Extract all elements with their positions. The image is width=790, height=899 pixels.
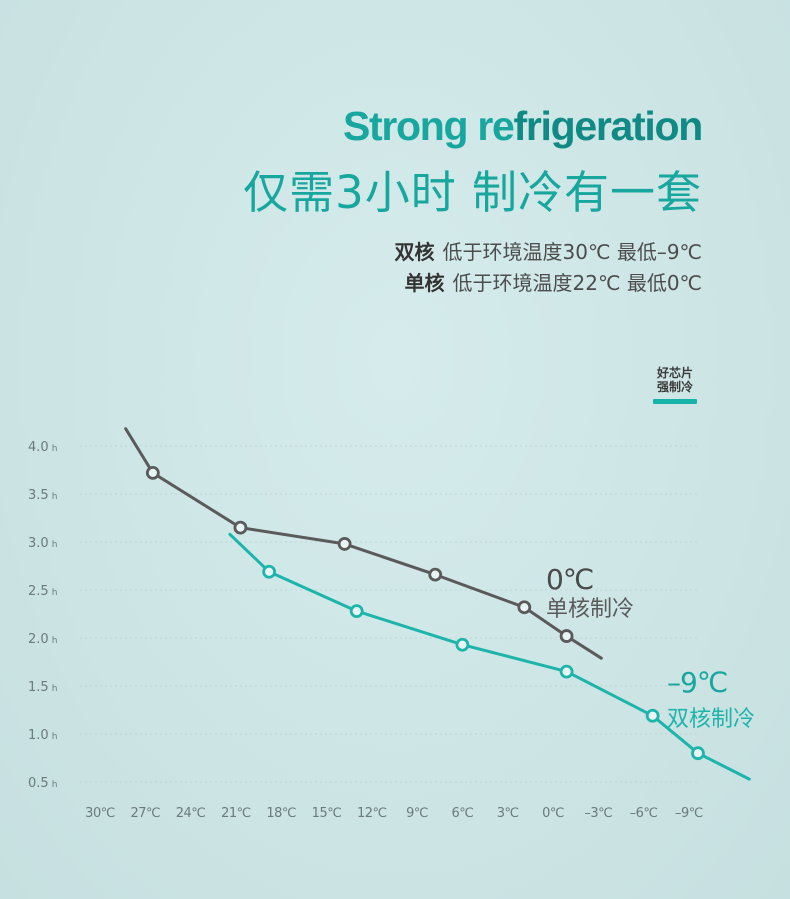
x-tick-label: 21℃ — [221, 806, 251, 821]
y-tick-unit: h — [52, 732, 58, 742]
y-tick-value: 4.0 — [28, 440, 49, 455]
y-tick-value: 0.5 — [28, 776, 49, 791]
x-tick-label: 18℃ — [266, 806, 296, 821]
x-tick-label: –6℃ — [630, 806, 658, 821]
single-core-series-name: 单核制冷 — [546, 597, 634, 622]
title-chinese: 仅需3小时 制冷有一套 — [243, 166, 702, 219]
x-tick-label: 30℃ — [85, 806, 115, 821]
y-tick-value: 2.0 — [28, 632, 49, 647]
y-tick-label: 2.5 h — [28, 584, 57, 599]
series-line-dual-core — [228, 532, 751, 781]
badge-underline — [653, 399, 697, 404]
data-point — [559, 664, 574, 679]
y-tick-unit: h — [52, 492, 58, 502]
data-point — [428, 567, 443, 582]
y-tick-label: 3.5 h — [28, 488, 57, 503]
spec-single-core-label: 单核 — [404, 271, 445, 295]
data-point — [455, 637, 470, 652]
series-line-single-core — [124, 427, 603, 660]
title-english-part-a: Strong re — [343, 103, 515, 149]
data-point — [145, 465, 160, 480]
y-tick-label: 2.0 h — [28, 632, 57, 647]
x-tick-label: 15℃ — [312, 806, 342, 821]
spec-dual-core-text: 低于环境温度30℃ 最低–9℃ — [442, 240, 702, 264]
data-point — [337, 537, 352, 551]
y-tick-value: 3.0 — [28, 536, 49, 551]
badge-line-1: 好芯片 — [656, 366, 693, 380]
spec-single-core-text: 低于环境温度22℃ 最低0℃ — [452, 271, 702, 295]
spec-dual-core-label: 双核 — [394, 240, 435, 264]
y-tick-unit: h — [52, 540, 58, 550]
y-tick-label: 0.5 h — [28, 776, 57, 791]
data-point — [691, 746, 705, 761]
title-english: Strong refrigeration — [343, 103, 704, 150]
y-tick-value: 3.5 — [28, 488, 49, 503]
y-tick-unit: h — [52, 444, 58, 454]
data-point — [559, 629, 574, 643]
x-tick-label: 6℃ — [451, 806, 473, 821]
y-tick-value: 2.5 — [28, 584, 49, 599]
x-tick-label: –3℃ — [584, 806, 612, 821]
single-core-temp-label: 0℃ — [546, 563, 593, 596]
y-tick-label: 1.5 h — [28, 680, 57, 695]
data-point — [349, 604, 364, 619]
x-tick-label: 24℃ — [176, 806, 206, 821]
badge-line-2: 强制冷 — [656, 380, 693, 394]
x-tick-label: –9℃ — [675, 806, 703, 821]
x-tick-label: 27℃ — [130, 806, 160, 821]
x-tick-label: 0℃ — [542, 806, 564, 821]
y-tick-label: 1.0 h — [28, 728, 57, 743]
data-point — [645, 708, 660, 723]
good-chip-badge: 好芯片 强制冷 — [650, 366, 700, 404]
y-tick-unit: h — [52, 588, 58, 598]
x-tick-label: 12℃ — [357, 806, 387, 821]
data-point — [517, 600, 532, 615]
data-point — [262, 564, 277, 579]
y-tick-value: 1.5 — [28, 680, 49, 695]
y-tick-unit: h — [52, 780, 58, 790]
spec-single-core: 单核 低于环境温度22℃ 最低0℃ — [405, 267, 702, 296]
x-tick-label: 9℃ — [406, 806, 428, 821]
y-tick-unit: h — [52, 636, 58, 646]
y-tick-value: 1.0 — [28, 728, 49, 743]
y-tick-label: 4.0 h — [28, 440, 57, 455]
data-point — [233, 520, 248, 535]
spec-dual-core: 双核 低于环境温度30℃ 最低–9℃ — [395, 236, 702, 265]
title-english-part-b: frigeration — [513, 103, 704, 149]
y-tick-label: 3.0 h — [28, 536, 57, 551]
y-tick-unit: h — [52, 684, 58, 694]
dual-core-series-name: 双核制冷 — [667, 707, 755, 732]
x-tick-label: 3℃ — [497, 806, 519, 821]
dual-core-temp-label: –9℃ — [667, 666, 727, 699]
